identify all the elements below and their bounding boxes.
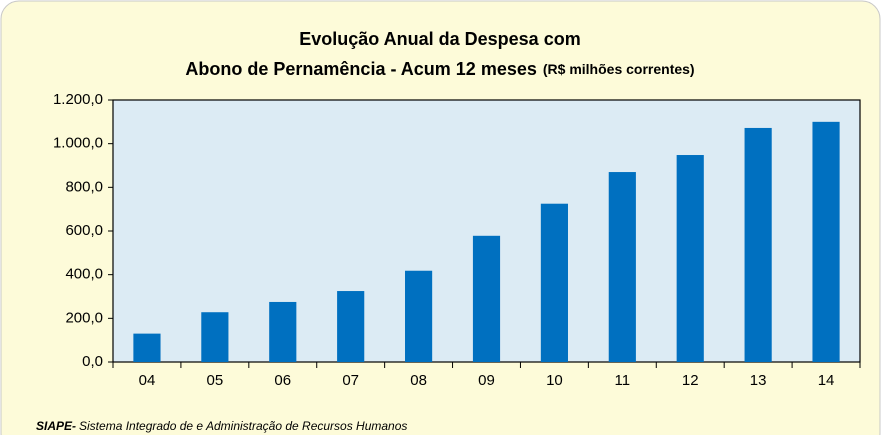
x-tick-label: 13 xyxy=(750,372,767,389)
y-tick-label: 200,0 xyxy=(65,309,103,326)
x-tick-label: 09 xyxy=(478,372,495,389)
y-tick-label: 600,0 xyxy=(65,222,103,239)
x-tick-label: 10 xyxy=(546,372,563,389)
bar xyxy=(269,301,297,362)
source-text: Sistema Integrado de e Administração de … xyxy=(79,419,407,433)
source-note: SIAPE- Sistema Integrado de e Administraç… xyxy=(36,419,407,433)
y-tick-label: 800,0 xyxy=(65,178,103,195)
y-tick-label: 400,0 xyxy=(65,266,103,283)
bar xyxy=(337,291,365,362)
bar xyxy=(133,333,161,362)
bar xyxy=(540,203,568,362)
x-tick-label: 14 xyxy=(818,372,835,389)
x-tick-label: 08 xyxy=(410,372,427,389)
x-tick-label: 12 xyxy=(682,372,699,389)
y-tick-label: 1.000,0 xyxy=(53,135,103,152)
source-label: SIAPE- xyxy=(36,419,76,433)
bar xyxy=(405,270,433,362)
x-tick-label: 11 xyxy=(615,372,631,389)
x-tick-label: 06 xyxy=(274,372,291,389)
y-tick-label: 0,0 xyxy=(82,353,103,370)
x-tick-label: 05 xyxy=(207,372,224,389)
y-tick-label: 1.200,0 xyxy=(53,91,103,108)
chart-title: Evolução Anual da Despesa com xyxy=(299,29,580,49)
chart-title: Abono de Pernamência - Acum 12 meses xyxy=(185,59,536,79)
bar xyxy=(608,172,636,362)
x-tick-label: 07 xyxy=(342,372,359,389)
bar xyxy=(744,127,772,363)
chart-title-line: Abono de Pernamência - Acum 12 meses (R$ … xyxy=(185,59,694,79)
chart-subtitle: (R$ milhões correntes) xyxy=(543,61,695,77)
bar xyxy=(676,155,704,362)
bar xyxy=(472,235,501,362)
x-tick-label: 04 xyxy=(139,372,156,389)
bar xyxy=(812,121,840,362)
bar xyxy=(201,312,229,362)
